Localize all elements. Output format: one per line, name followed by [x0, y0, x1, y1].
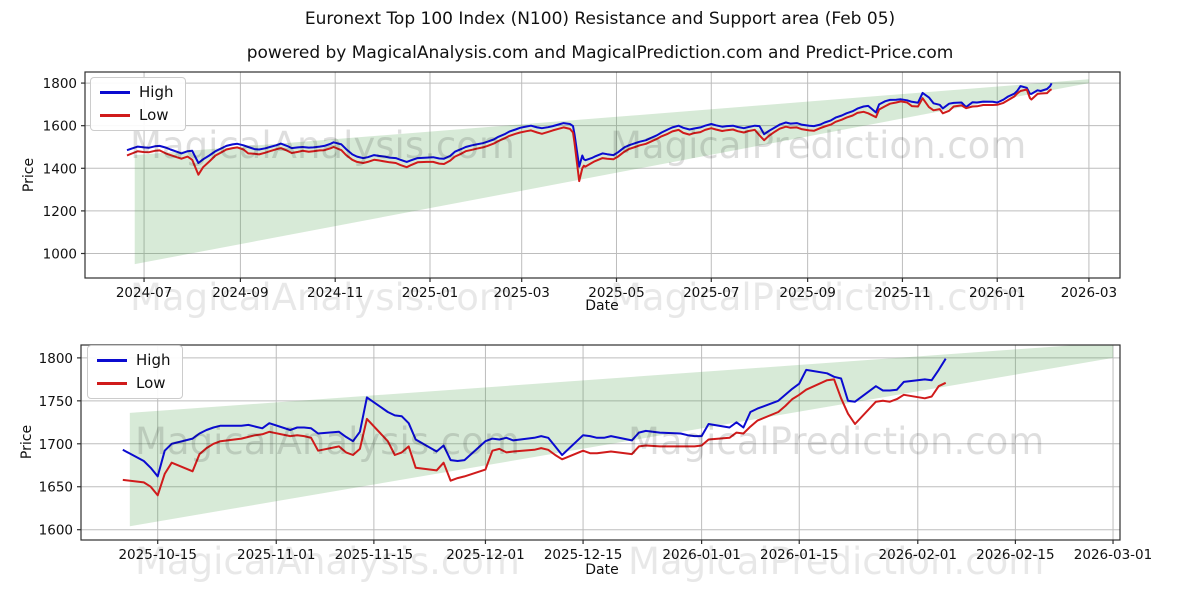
x-tick-label: 2025-05 [588, 285, 644, 301]
low-line-swatch [100, 114, 130, 117]
x-tick-label: 2025-11-15 [335, 547, 413, 563]
legend-item-low: Low [97, 374, 170, 393]
x-tick-label: 2025-11-01 [237, 547, 315, 563]
y-tick-label: 1600 [39, 523, 73, 539]
high-line-swatch [100, 91, 130, 94]
x-tick-label: 2026-03 [1061, 285, 1117, 301]
high-line [126, 82, 1053, 168]
legend-item-high: High [97, 351, 170, 370]
y-tick-label: 1750 [39, 394, 73, 410]
legend-low-label: Low [139, 106, 169, 124]
bottom-legend: High Low [87, 345, 184, 399]
y-tick-label: 1000 [43, 247, 77, 263]
x-tick-label: 2026-01-01 [662, 547, 740, 563]
y-tick-label: 1400 [43, 161, 77, 177]
x-tick-label: 2026-01 [969, 285, 1025, 301]
low-line-swatch [97, 382, 127, 385]
x-tick-label: 2025-11 [874, 285, 930, 301]
x-tick-label: 2026-03-01 [1074, 547, 1152, 563]
legend-high-label: High [136, 351, 171, 369]
y-tick-label: 1700 [39, 437, 73, 453]
bottom-x-axis-label: Date [585, 562, 619, 578]
top-legend: High Low [90, 77, 187, 131]
low-line [122, 378, 947, 497]
top-x-axis-label: Date [585, 298, 619, 314]
page-title: Euronext Top 100 Index (N100) Resistance… [304, 9, 896, 29]
axes-frame [80, 344, 1121, 541]
high-line-swatch [97, 359, 127, 362]
chart-recent-zoom: 2025-10-15 2025-11-01 2025-11-15 2025-12-01… [39, 344, 1152, 563]
top-y-axis-label: Price [21, 157, 37, 193]
y-tick-label: 1600 [43, 119, 77, 135]
legend-low-label: Low [136, 374, 166, 392]
x-tick-label: 2025-03 [493, 285, 549, 301]
x-tick-label: 2025-01 [402, 285, 458, 301]
y-tick-label: 1200 [43, 204, 77, 220]
y-tick-label: 1800 [43, 76, 77, 92]
x-tick-label: 2025-12-15 [544, 547, 622, 563]
axes-frame [84, 71, 1121, 279]
x-tick-label: 2026-01-15 [760, 547, 838, 563]
high-line [122, 358, 947, 478]
resistance-support-area [129, 345, 1114, 527]
x-tick-label: 2025-07 [683, 285, 739, 301]
y-tick-label: 1800 [39, 351, 73, 367]
y-tick-label: 1650 [39, 480, 73, 496]
chart-full-history: 2024-07 2024-09 2024-11 2025-01 2025-03 2025-… [43, 71, 1121, 301]
x-tick-label: 2024-11 [307, 285, 363, 301]
bottom-y-axis-label: Price [19, 424, 35, 460]
x-tick-label: 2024-07 [116, 285, 172, 301]
legend-item-high: High [100, 83, 173, 102]
x-tick-label: 2025-12-01 [446, 547, 524, 563]
resistance-support-area [134, 79, 1089, 265]
legend-item-low: Low [100, 106, 173, 125]
x-tick-label: 2025-09 [779, 285, 835, 301]
x-tick-label: 2026-02-15 [976, 547, 1054, 563]
x-tick-label: 2026-02-01 [879, 547, 957, 563]
legend-high-label: High [139, 83, 174, 101]
page-subtitle: powered by MagicalAnalysis.com and Magic… [246, 43, 954, 63]
low-line [126, 88, 1053, 183]
x-tick-label: 2024-09 [212, 285, 268, 301]
x-tick-label: 2025-10-15 [118, 547, 196, 563]
